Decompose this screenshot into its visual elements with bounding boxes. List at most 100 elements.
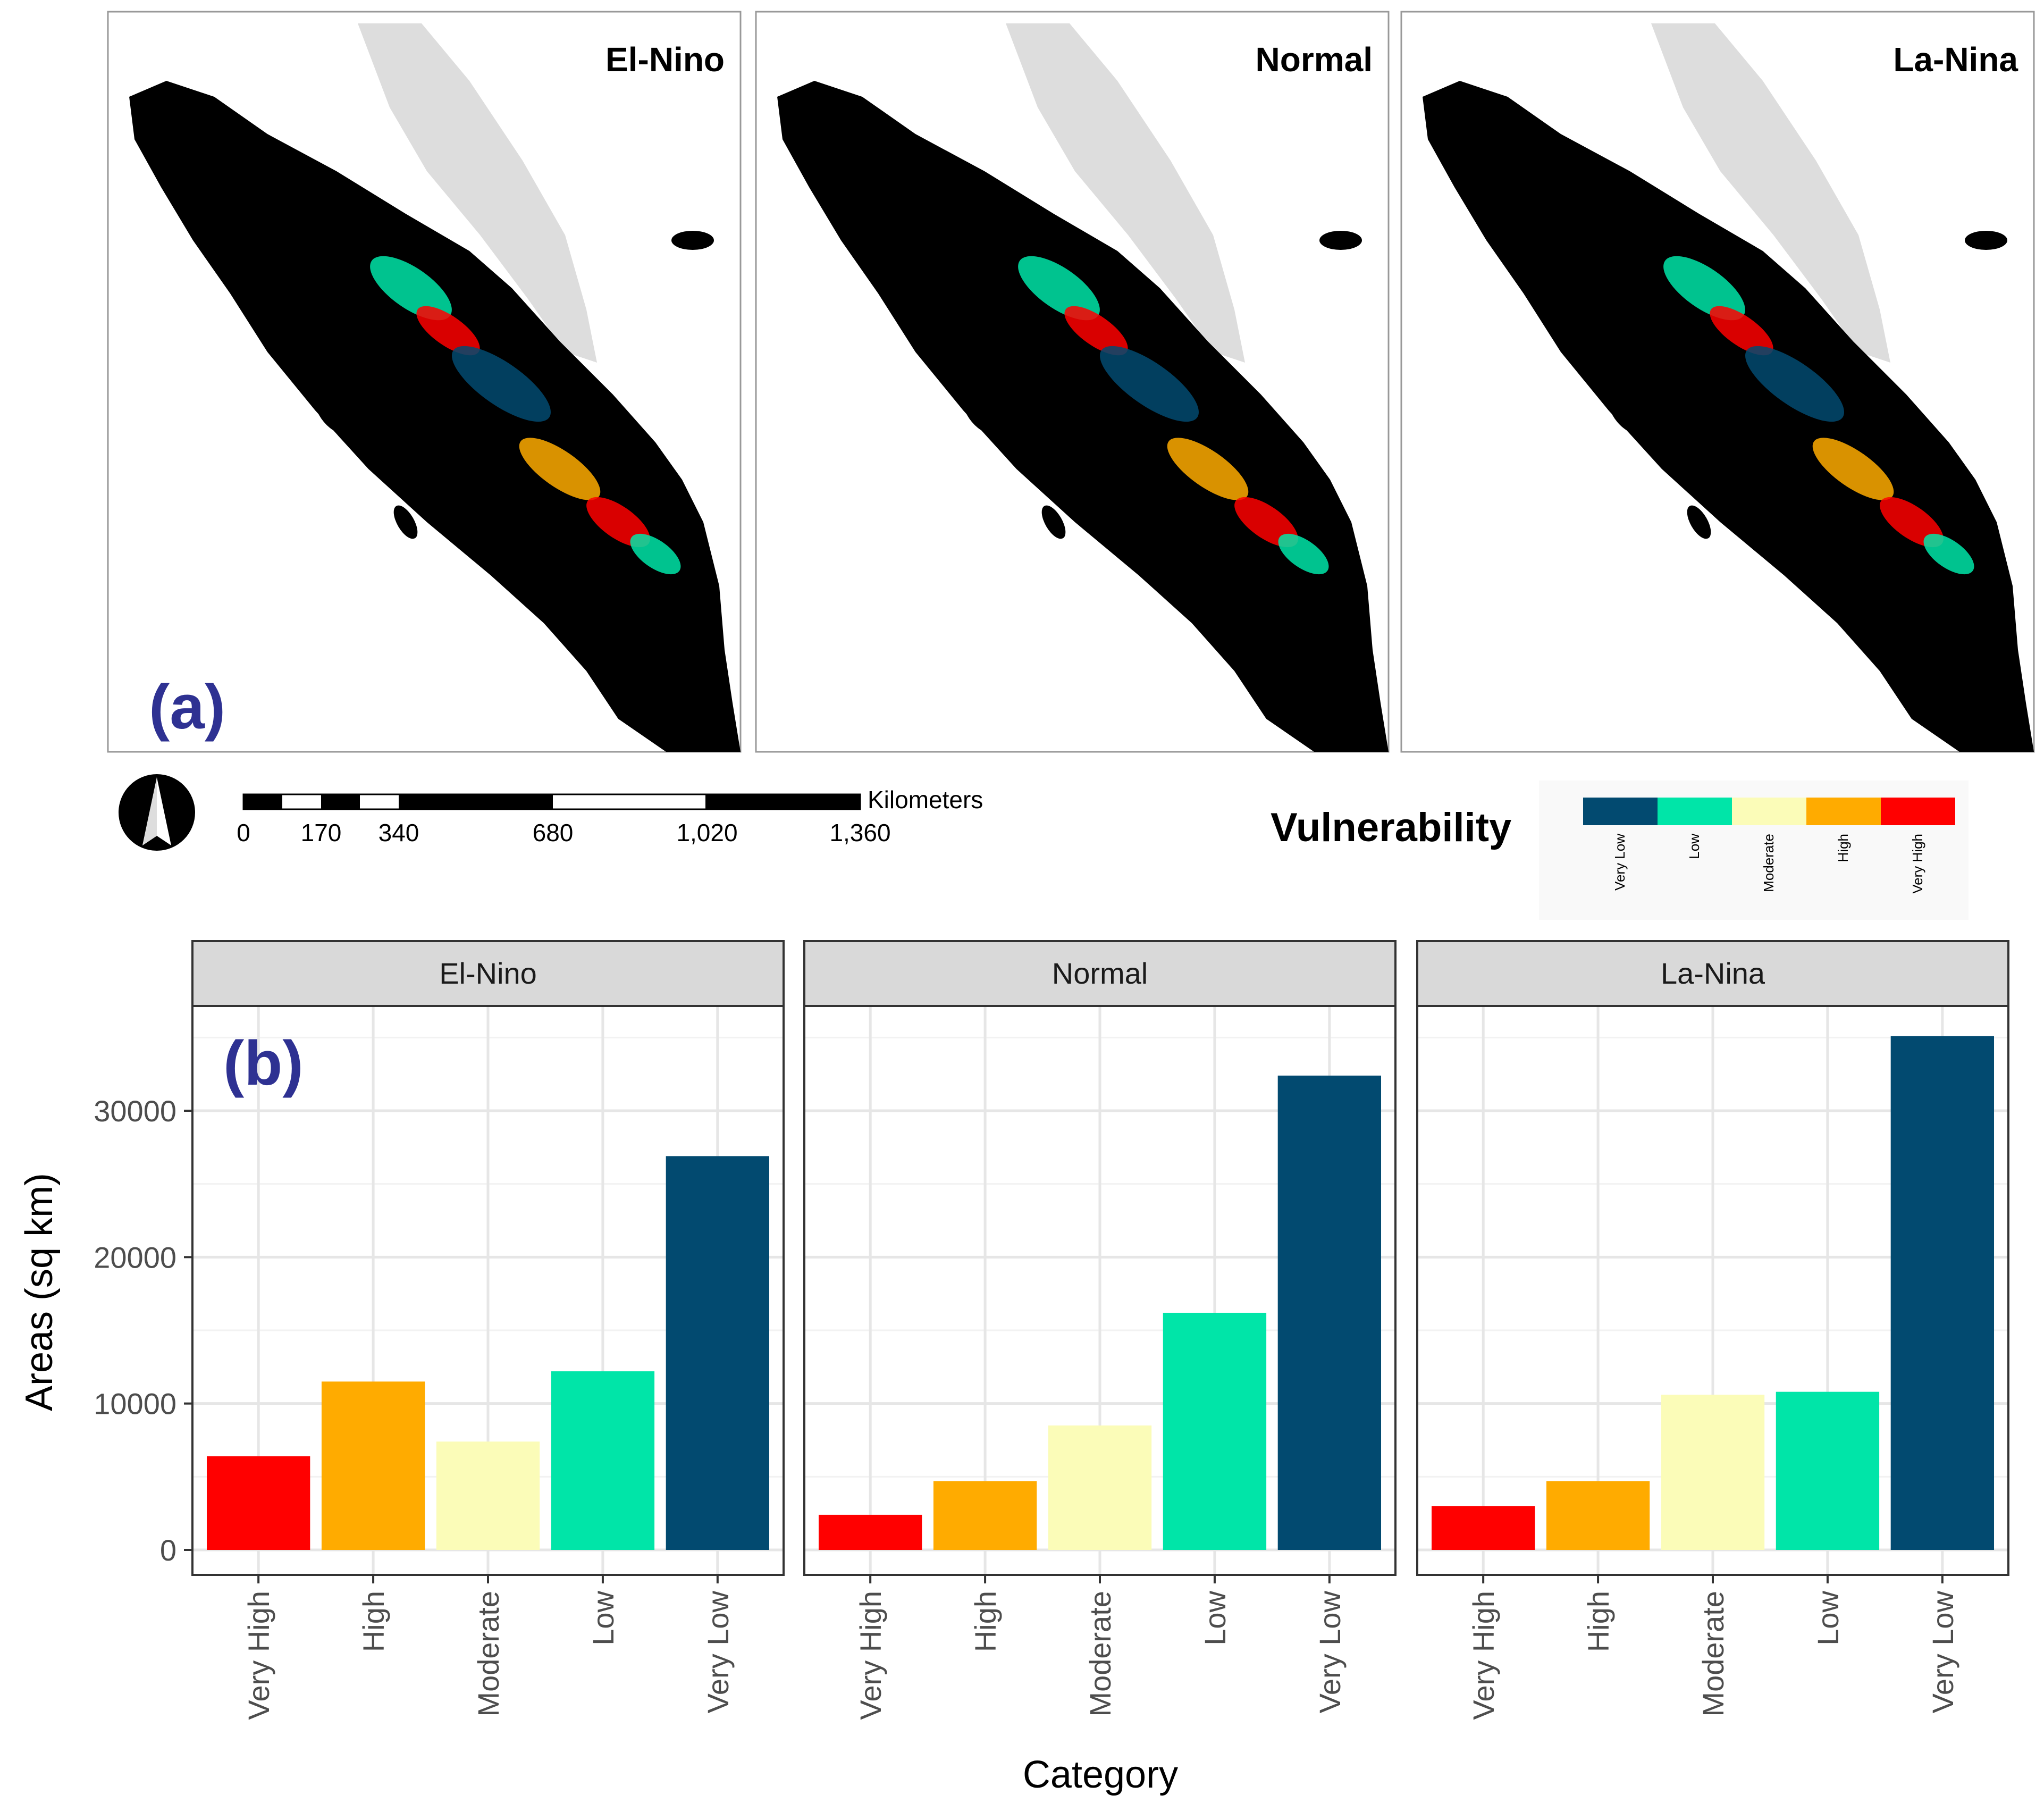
y-tick-label: 30000 — [94, 1094, 176, 1128]
vulnerability-patch — [519, 438, 601, 500]
vulnerability-legend: Vulnerability Very Low Low Moderate High Ver… — [1271, 781, 1969, 920]
bar — [436, 1441, 540, 1550]
vulnerability-patch — [452, 346, 551, 422]
facet-strip-label: La-Nina — [1661, 957, 1765, 990]
x-tick-label: Very High — [1467, 1591, 1500, 1720]
map-panel: El-Nino — [107, 11, 742, 753]
facet-strip-label: El-Nino — [439, 957, 537, 990]
bar — [933, 1481, 1037, 1550]
sumatra-island — [129, 81, 741, 752]
bar — [1277, 1075, 1382, 1550]
x-tick-label: High — [1582, 1591, 1615, 1652]
small-island — [315, 398, 347, 433]
vulnerability-patch — [370, 256, 452, 321]
small-island — [963, 398, 995, 433]
x-tick-label: Very High — [242, 1591, 275, 1720]
bar — [1661, 1395, 1765, 1550]
bar — [1890, 1036, 1995, 1550]
north-arrow-icon — [119, 774, 195, 851]
malay-peninsula — [1651, 23, 1890, 363]
small-island — [1519, 224, 1560, 257]
malay-peninsula — [358, 23, 597, 363]
legend-swatch — [1583, 798, 1658, 825]
vulnerability-patch — [1167, 438, 1249, 500]
legend-swatch — [1732, 798, 1806, 825]
map-panels: El-Nino Normal La-Nina — [107, 11, 2035, 753]
scale-tick-label: 1,360 — [829, 819, 890, 846]
map-title: La-Nina — [1893, 40, 2018, 79]
facet-strip-label: Normal — [1052, 957, 1148, 990]
facet-panel: El-Nino Very High High Moderate Low Very Low — [191, 940, 785, 1720]
y-tick-label: 10000 — [94, 1387, 176, 1421]
scale-tick-label: 340 — [378, 819, 419, 846]
y-tick-label: 0 — [160, 1533, 176, 1567]
vulnerability-patch — [1745, 346, 1844, 422]
small-island — [225, 224, 267, 257]
small-island — [1319, 231, 1362, 250]
panel-border — [1416, 1005, 2009, 1576]
vulnerability-patch — [1100, 346, 1199, 422]
facet-strip — [191, 940, 785, 1007]
y-tick-label: 20000 — [94, 1240, 176, 1274]
x-tick-label: Low — [1811, 1590, 1845, 1645]
facet-panel: La-Nina Very High High Moderate Low Very Low — [1416, 940, 2009, 1720]
bar — [206, 1456, 310, 1550]
vulnerability-patch — [1234, 497, 1298, 548]
vulnerability-patch — [1880, 497, 1944, 548]
legend-title: Vulnerability — [1271, 805, 1511, 850]
y-axis: 0 10000 20000 30000 — [94, 1094, 192, 1567]
map-title: El-Nino — [605, 40, 725, 79]
x-tick-label: Very Low — [1313, 1590, 1347, 1713]
vulnerability-patch — [1710, 306, 1773, 356]
bar — [818, 1514, 922, 1550]
legend-label: Low — [1686, 834, 1702, 859]
bar — [1776, 1391, 1880, 1550]
scale-unit-label: Kilometers — [868, 786, 983, 814]
small-island — [393, 505, 418, 539]
vulnerability-patch — [1278, 533, 1329, 575]
bar — [321, 1381, 425, 1550]
x-tick-label: Moderate — [1083, 1591, 1117, 1717]
vulnerability-patch — [586, 497, 650, 548]
panel-border — [803, 1005, 1397, 1576]
vulnerability-patch — [630, 533, 681, 575]
scale-bar: Kilometers 0 170 340 680 1,020 1,360 — [237, 786, 983, 846]
vulnerability-patch — [416, 306, 480, 356]
small-island — [873, 224, 915, 257]
legend-swatch — [1806, 798, 1881, 825]
x-tick-label: Very Low — [701, 1590, 735, 1713]
x-tick-label: High — [969, 1591, 1002, 1652]
small-island — [671, 231, 714, 250]
facet-strip — [803, 940, 1397, 1007]
small-island — [1687, 505, 1711, 539]
panel-a-label: (a) — [149, 672, 225, 742]
x-axis-title: Category — [1023, 1754, 1178, 1796]
panel-border — [191, 1005, 785, 1576]
scale-tick-label: 1,020 — [676, 819, 737, 846]
legend-label: Very High — [1910, 834, 1925, 894]
bar — [666, 1156, 770, 1550]
vulnerability-patch — [1018, 256, 1100, 321]
bar — [1163, 1312, 1267, 1550]
map-title: Normal — [1256, 40, 1373, 79]
bar — [1431, 1506, 1535, 1550]
sumatra-island — [777, 81, 1389, 752]
bar-chart: El-Nino Very High High Moderate Low Very Low N… — [94, 940, 2009, 1720]
sumatra-island — [1423, 81, 2034, 752]
bar — [1048, 1425, 1152, 1550]
vulnerability-patch — [1812, 438, 1894, 500]
small-island — [1609, 398, 1641, 433]
panel-b-label: (b) — [223, 1028, 304, 1098]
legend-swatch — [1881, 798, 1955, 825]
bar — [1546, 1481, 1650, 1550]
legend-swatch — [1658, 798, 1732, 825]
x-tick-label: Very Low — [1926, 1590, 1959, 1713]
map-panel: La-Nina — [1400, 11, 2035, 753]
vulnerability-patch — [1923, 533, 1974, 575]
x-tick-label: High — [357, 1591, 390, 1652]
small-island — [1041, 505, 1066, 539]
x-tick-label: Very High — [854, 1591, 887, 1720]
scale-tick-label: 0 — [237, 819, 250, 846]
x-tick-label: Moderate — [472, 1591, 505, 1717]
y-axis-title: Areas (sq km) — [18, 1173, 61, 1411]
